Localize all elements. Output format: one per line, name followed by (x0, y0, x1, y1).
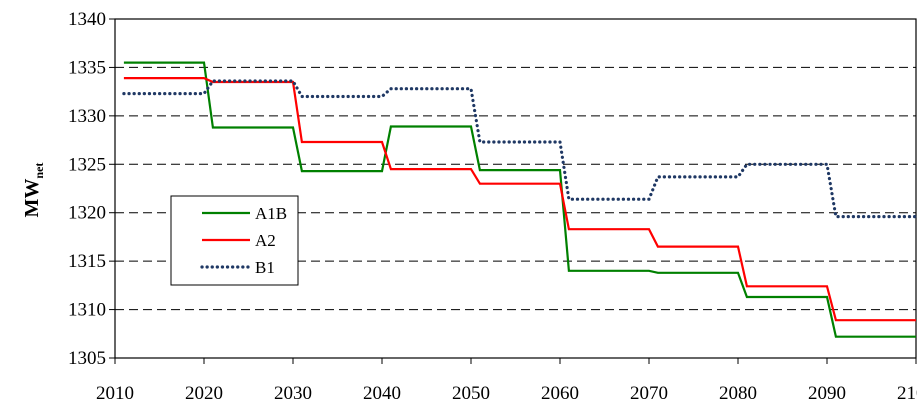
y-tick-label: 1335 (68, 57, 106, 78)
x-axis-ticks: 2010 2020 2030 2040 2050 2060 2070 2080 2090 2100 (96, 358, 917, 404)
x-tick-label: 2070 (630, 383, 668, 404)
x-tick-label: 2060 (541, 383, 579, 404)
plot-area-frame (114, 18, 917, 359)
legend-label: A2 (255, 231, 276, 250)
y-axis-label-subscript: net (32, 163, 46, 179)
x-tick-label: 2020 (185, 383, 223, 404)
series-line-a1b (123, 61, 916, 338)
x-tick-label: 2050 (452, 383, 490, 404)
series-lines (122, 61, 917, 338)
y-tick-label: 1305 (68, 348, 106, 369)
y-axis-ticks: 1305 1310 1315 1320 1325 1330 1335 1340 (68, 9, 115, 369)
legend-label: B1 (255, 258, 275, 277)
legend-label: A1B (255, 204, 287, 223)
x-tick-label: 2010 (96, 383, 134, 404)
y-axis-label: MWnet (21, 163, 46, 218)
y-tick-label: 1310 (68, 300, 106, 321)
x-tick-label: 2040 (363, 383, 401, 404)
y-tick-label: 1340 (68, 9, 106, 30)
series-line-b1 (122, 79, 917, 219)
y-tick-label: 1315 (68, 251, 106, 272)
legend: A1B A2 B1 (170, 195, 299, 286)
x-tick-label: 2090 (808, 383, 846, 404)
y-tick-label: 1330 (68, 106, 106, 127)
x-tick-label: 2030 (274, 383, 312, 404)
y-axis-label-main: MW (21, 179, 43, 218)
y-tick-label: 1320 (68, 203, 106, 224)
y-tick-label: 1325 (68, 154, 106, 175)
x-tick-label: 2080 (719, 383, 757, 404)
x-tick-label: 2100 (897, 383, 917, 404)
